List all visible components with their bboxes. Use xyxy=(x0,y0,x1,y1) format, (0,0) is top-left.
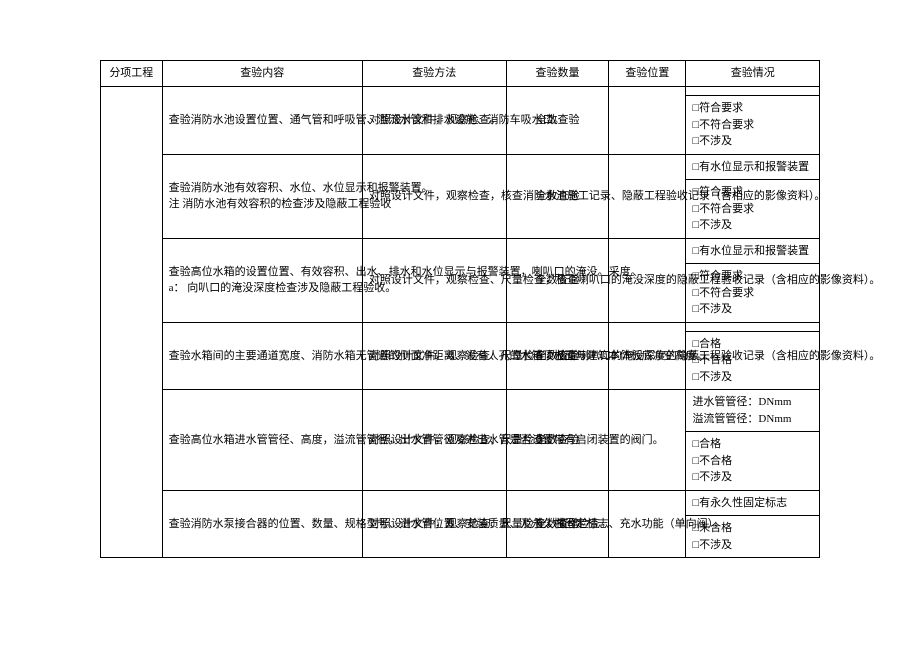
status-top-cell: □有水位显示和报警装置 xyxy=(686,238,820,264)
table-row: 查验高位水箱的设置位置、有效容积、出水、排水和水位显示与报警装置，喇叭口的淹没。… xyxy=(101,238,820,264)
table-body: 查验消防水池设置位置、通气管和呼吸管、溢流水管和排水设施、消防车吸水口。 对照设… xyxy=(101,87,820,558)
table-row: 查验消防水泵接合器的位置、数量、规格型号、进水管位置、安装质量、及永久性固定标志… xyxy=(101,490,820,516)
content-cell: 查验高位水箱的设置位置、有效容积、出水、排水和水位显示与报警装置，喇叭口的淹没。… xyxy=(162,238,362,322)
header-inspection-content: 查验内容 xyxy=(162,61,362,87)
status-bottom-cell: □合格□不合格□不涉及 xyxy=(686,432,820,491)
method-cell: 对照设计文件，观察检查、尺量检查、操作检查。 xyxy=(362,490,506,558)
status-top-cell: □有水位显示和报警装置 xyxy=(686,154,820,180)
method-cell: 对照设计文件，观察检查。 xyxy=(362,87,506,155)
status-top-cell xyxy=(686,322,820,331)
content-cell: 查验消防水泵接合器的位置、数量、规格型号、进水管位置、安装质量、及永久性固定标志… xyxy=(162,490,362,558)
content-cell: 查验水箱间的主要通道宽度、消防水箱无管道的侧面净距离、设有人孔的水箱顶板面与建筑… xyxy=(162,322,362,390)
header-sub-project: 分项工程 xyxy=(101,61,163,87)
status-bottom-cell: □符合要求□不符合要求□不涉及 xyxy=(686,96,820,155)
inspection-table: 分项工程 查验内容 查验方法 查验数量 查验位置 查验情况 查验消防水池设置位置… xyxy=(100,60,820,558)
content-cell: 查验消防水池设置位置、通气管和呼吸管、溢流水管和排水设施、消防车吸水口。 xyxy=(162,87,362,155)
table-row: 查验高位水箱进水管管径、高度，溢流管管径，出水管管径及进出水管是否设置带有启闭装… xyxy=(101,390,820,432)
header-inspection-method: 查验方法 xyxy=(362,61,506,87)
status-top-cell xyxy=(686,87,820,96)
status-top-cell: 进水管管径：DNmm溢流管管径：DNmm xyxy=(686,390,820,432)
header-inspection-loc: 查验位置 xyxy=(609,61,686,87)
content-cell: 查验高位水箱进水管管径、高度，溢流管管径，出水管管径及进出水管是否设置带有启闭装… xyxy=(162,390,362,491)
header-inspection-status: 查验情况 xyxy=(686,61,820,87)
method-cell: 对照设计文件，观察检查、尺量检查。 xyxy=(362,390,506,491)
method-cell: 对照设计文件，观察检查、尺量检查，核查喇叭口的淹没深度的隐蔽工程验收记录（含相应… xyxy=(362,238,506,322)
header-inspection-qty: 查验数量 xyxy=(506,61,609,87)
table-row: 查验消防水池设置位置、通气管和呼吸管、溢流水管和排水设施、消防车吸水口。 对照设… xyxy=(101,87,820,96)
status-bottom-cell: □未合格□不涉及 xyxy=(686,516,820,558)
method-cell: 对照设计文件，观察检查、尺量检查，核查喇叭口的淹没深度的隐蔽工程验收记录（含相应… xyxy=(362,322,506,390)
sub-project-cell xyxy=(101,87,163,558)
loc-cell xyxy=(609,87,686,155)
status-top-cell: □有永久性固定标志 xyxy=(686,490,820,516)
status-bottom-cell: □符合要求□不符合要求□不涉及 xyxy=(686,264,820,323)
table-row: 查验消防水池有效容积、水位、水位显示和报警装置。注 消防水池有效容积的检查涉及隐… xyxy=(101,154,820,180)
table-header-row: 分项工程 查验内容 查验方法 查验数量 查验位置 查验情况 xyxy=(101,61,820,87)
content-cell: 查验消防水池有效容积、水位、水位显示和报警装置。注 消防水池有效容积的检查涉及隐… xyxy=(162,154,362,238)
status-bottom-cell: □符合要求□不符合要求□不涉及 xyxy=(686,180,820,239)
table-row: 查验水箱间的主要通道宽度、消防水箱无管道的侧面净距离、设有人孔的水箱顶板面与建筑… xyxy=(101,322,820,331)
method-cell: 对照设计文件，观察检查，核查消防水池施工记录、隐蔽工程验收记录（含相应的影像资料… xyxy=(362,154,506,238)
